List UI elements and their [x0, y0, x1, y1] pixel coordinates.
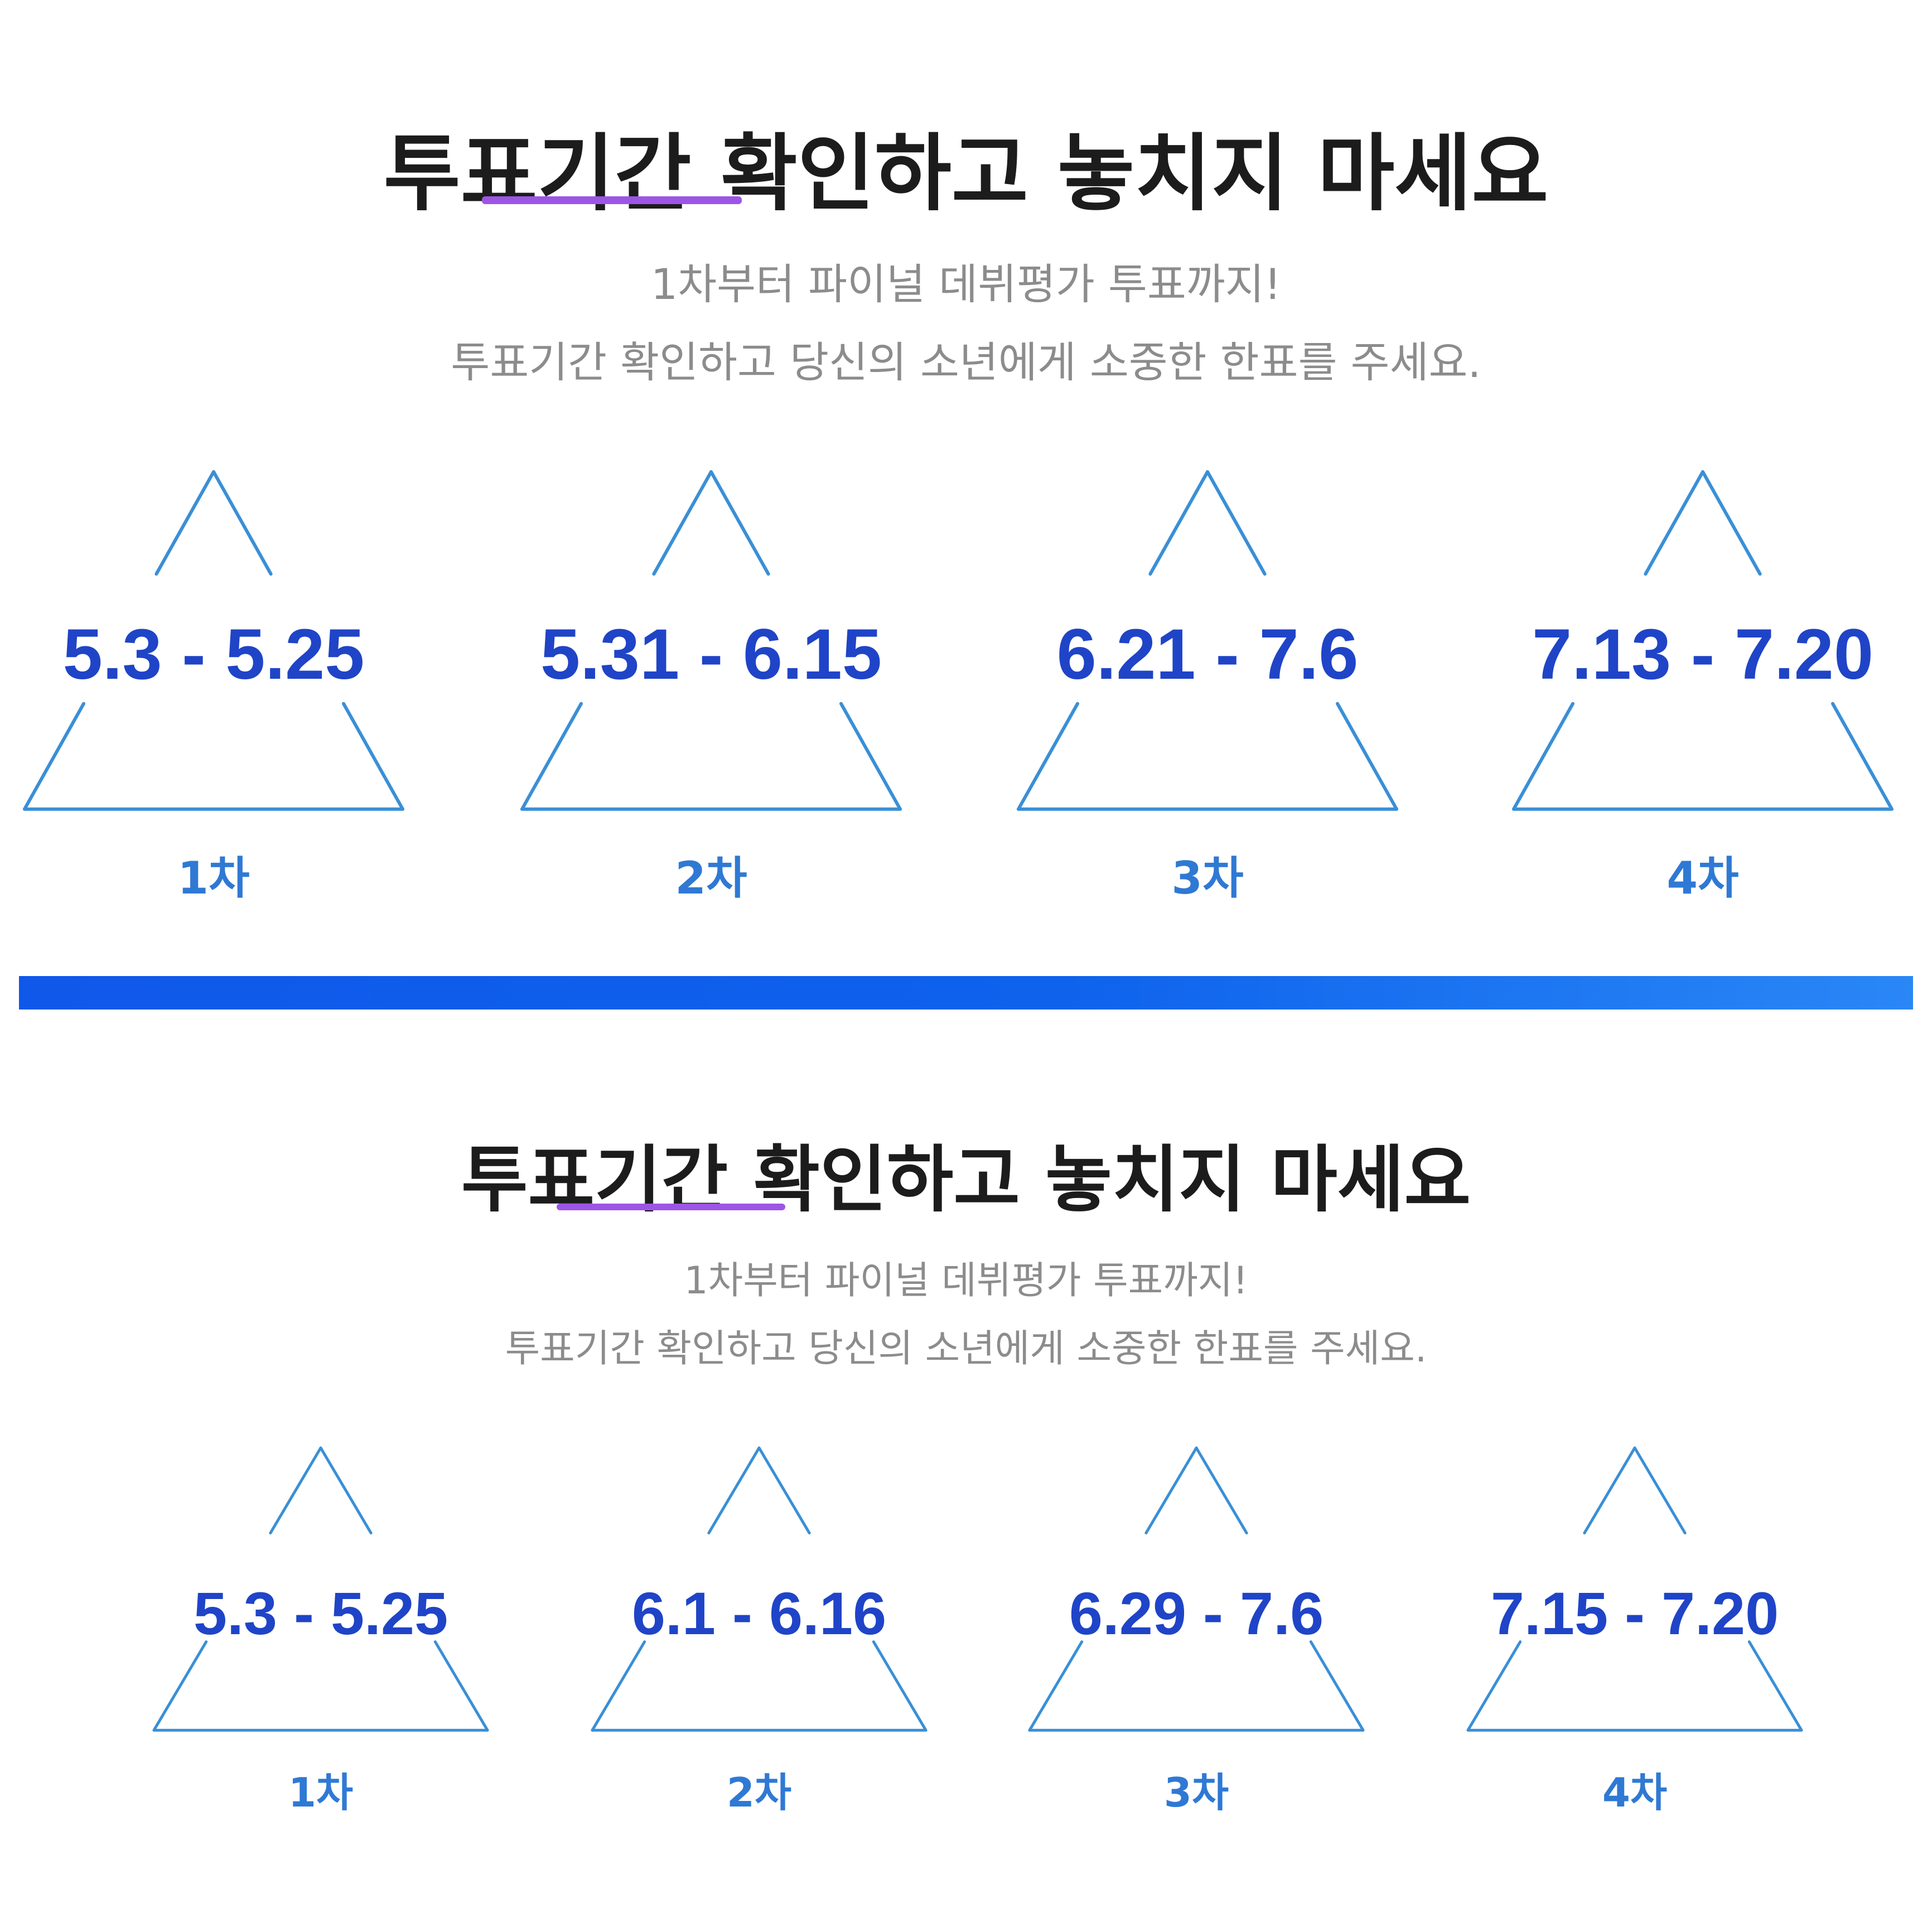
period-round: 2차 [726, 1769, 792, 1816]
period-card-round-2: 6.1 - 6.16 2차 [589, 1445, 929, 1824]
triangle-line [1335, 702, 1398, 811]
triangle-line [1466, 1640, 1522, 1732]
triangle-frame-icon [591, 1446, 928, 1732]
period-card-round-1: 5.3 - 5.25 1차 [21, 468, 406, 926]
period-round: 1차 [288, 1769, 354, 1816]
section-title: 투표기간 확인하고 놓치지 마세요 [383, 125, 1549, 223]
period-dates: 7.15 - 7.20 [1490, 1580, 1779, 1647]
period-card-round-2: 5.31 - 6.15 2차 [519, 468, 904, 926]
triangle-line [433, 1640, 489, 1732]
period-dates: 5.31 - 6.15 [540, 615, 882, 694]
period-dates: 6.1 - 6.16 [631, 1580, 887, 1647]
triangle-line [1583, 1446, 1636, 1535]
triangle-line [1644, 470, 1704, 576]
triangle-line [269, 1446, 322, 1535]
triangle-frame-icon [1017, 470, 1398, 811]
triangle-line [1512, 702, 1575, 811]
triangle-line [1195, 1446, 1248, 1535]
period-round: 3차 [1163, 1769, 1229, 1816]
triangle-line [1830, 702, 1894, 811]
triangle-line [709, 470, 770, 576]
triangle-frame-icon [1512, 470, 1894, 811]
period-dates: 6.21 - 7.6 [1056, 615, 1359, 694]
triangle-line [757, 1446, 811, 1535]
triangle-line [1148, 470, 1209, 576]
triangle-line [1633, 1446, 1687, 1535]
period-dates: 7.13 - 7.20 [1532, 615, 1873, 694]
period-card-round-4: 7.13 - 7.20 4차 [1510, 468, 1895, 926]
triangle-line [872, 1640, 928, 1732]
period-dates: 6.29 - 7.6 [1069, 1580, 1324, 1647]
period-round: 2차 [675, 852, 747, 904]
period-card-round-3: 6.29 - 7.6 3차 [1026, 1445, 1366, 1824]
triangle-line [341, 702, 404, 811]
subtitle-line-1: 1차부터 파이널 데뷔평가 투표까지! [684, 1259, 1248, 1303]
triangle-frame-icon [23, 470, 404, 811]
triangle-line [1309, 1640, 1365, 1732]
triangle-line [212, 470, 273, 576]
period-card-round-1: 5.3 - 5.25 1차 [151, 1445, 491, 1824]
triangle-line [154, 470, 215, 576]
triangle-line [1206, 470, 1267, 576]
triangle-line [652, 470, 713, 576]
triangle-line [23, 702, 86, 811]
title-underline [482, 196, 742, 204]
period-round: 3차 [1171, 852, 1244, 904]
subtitle-line-2: 투표기간 확인하고 당신의 소년에게 소중한 한표를 주세요. [505, 1327, 1427, 1371]
triangle-frame-icon [152, 1446, 489, 1732]
period-card-round-3: 6.21 - 7.6 3차 [1015, 468, 1400, 926]
title-underline [557, 1204, 785, 1210]
triangle-line [1028, 1640, 1084, 1732]
triangle-line [1701, 470, 1762, 576]
triangle-line [1017, 702, 1080, 811]
triangle-line [591, 1640, 646, 1732]
triangle-line [839, 702, 902, 811]
section-divider [19, 976, 1913, 1010]
triangle-line [1144, 1446, 1198, 1535]
triangle-line [520, 702, 583, 811]
triangle-frame-icon [1028, 1446, 1365, 1732]
period-dates: 5.3 - 5.25 [193, 1580, 448, 1647]
period-card-round-4: 7.15 - 7.20 4차 [1465, 1445, 1805, 1824]
period-round: 4차 [1667, 852, 1739, 904]
triangle-line [152, 1640, 208, 1732]
section-title: 투표기간 확인하고 놓치지 마세요 [461, 1137, 1471, 1222]
subtitle-line-1: 1차부터 파이널 데뷔평가 투표까지! [650, 259, 1282, 309]
triangle-line [1747, 1640, 1803, 1732]
triangle-line [319, 1446, 373, 1535]
triangle-frame-icon [520, 470, 902, 811]
period-round: 4차 [1602, 1769, 1668, 1816]
subtitle-line-2: 투표기간 확인하고 당신의 소년에게 소중한 한표를 주세요. [451, 337, 1481, 387]
triangle-line [707, 1446, 761, 1535]
period-dates: 5.3 - 5.25 [62, 615, 365, 694]
triangle-frame-icon [1466, 1446, 1803, 1732]
period-round: 1차 [177, 852, 250, 904]
